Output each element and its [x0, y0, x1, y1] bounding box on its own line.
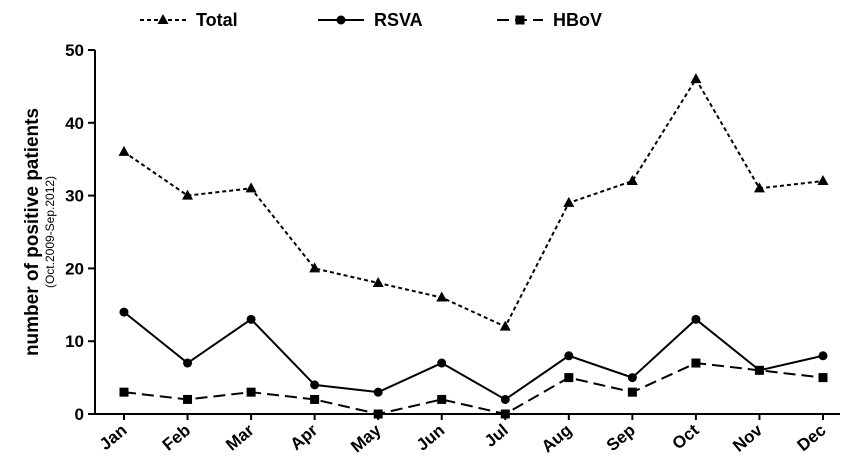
x-tick-label: Mar — [222, 420, 258, 454]
rsva-line — [123, 311, 824, 401]
total-point — [626, 175, 638, 186]
legend: Total RSVA HBoV — [140, 10, 602, 30]
y-tick-label: 20 — [65, 259, 84, 278]
rsva-point — [627, 373, 637, 383]
rsva-point — [691, 314, 701, 324]
legend-label: Total — [196, 10, 238, 30]
y-tick-label: 10 — [65, 332, 84, 351]
total-point — [753, 182, 765, 193]
legend-marker — [515, 15, 525, 25]
x-tick-label: Dec — [793, 421, 829, 456]
legend-marker — [336, 15, 346, 25]
x-tick-label: Aug — [538, 421, 576, 457]
legend-label: HBoV — [553, 10, 602, 30]
hbov-point — [246, 387, 256, 397]
series-hbov — [119, 358, 828, 419]
hbov-point — [183, 394, 193, 404]
y-tick-label: 40 — [65, 114, 84, 133]
series-total — [118, 73, 829, 331]
series-group — [118, 73, 829, 419]
rsva-point — [246, 314, 256, 324]
legend-item-hbov: HBoV — [497, 10, 602, 30]
hbov-point — [373, 409, 383, 419]
x-tick-label: Jul — [481, 421, 512, 451]
x-tick-label: Oct — [669, 420, 703, 453]
hbov-point — [754, 365, 764, 375]
series-rsva — [119, 307, 828, 404]
total-point — [436, 291, 448, 302]
axes: 0 10 20 30 40 50 Jan Feb Mar Apr May Jun Jul Aug Sep Oc… — [65, 41, 840, 456]
y-axis-sublabel: (Oct.2009-Sep.2012) — [43, 176, 57, 288]
rsva-point — [500, 394, 510, 404]
y-tick-label: 0 — [75, 405, 84, 424]
total-point — [245, 182, 257, 193]
x-tick-label: Jun — [413, 421, 448, 455]
y-tick-label: 50 — [65, 41, 84, 60]
hbov-line — [123, 362, 824, 416]
y-axis-title: number of positive patients (Oct.2009-Se… — [22, 108, 57, 356]
legend-marker — [157, 14, 169, 24]
rsva-point — [183, 358, 193, 368]
x-tick-label: Nov — [729, 420, 766, 456]
rsva-point — [310, 380, 320, 390]
x-tick-label: Apr — [287, 420, 322, 454]
total-point — [690, 73, 702, 84]
legend-label: RSVA — [374, 10, 423, 30]
hbov-point — [627, 387, 637, 397]
x-tick-label: Jan — [96, 421, 131, 454]
rsva-point — [437, 358, 447, 368]
total-point — [563, 196, 575, 207]
hbov-point — [500, 409, 510, 419]
y-axis-label: number of positive patients — [22, 108, 43, 356]
hbov-point — [564, 373, 574, 383]
total-line — [123, 77, 824, 328]
total-point — [118, 145, 130, 156]
hbov-point — [437, 394, 447, 404]
total-point — [499, 320, 511, 331]
total-point — [182, 189, 194, 200]
rsva-point — [119, 307, 129, 317]
rsva-point — [818, 351, 828, 361]
total-point — [309, 262, 321, 273]
rsva-point — [373, 387, 383, 397]
hbov-point — [691, 358, 701, 368]
hbov-point — [119, 387, 129, 397]
x-tick-label: May — [347, 420, 385, 456]
x-tick-label: Feb — [159, 421, 194, 455]
legend-item-rsva: RSVA — [318, 10, 423, 30]
rsva-point — [564, 351, 574, 361]
hbov-point — [818, 373, 828, 383]
total-point — [817, 175, 829, 186]
legend-item-total: Total — [140, 10, 238, 30]
hbov-point — [310, 394, 320, 404]
y-tick-label: 30 — [65, 187, 84, 206]
x-tick-label: Sep — [603, 421, 639, 456]
total-point — [372, 276, 384, 287]
